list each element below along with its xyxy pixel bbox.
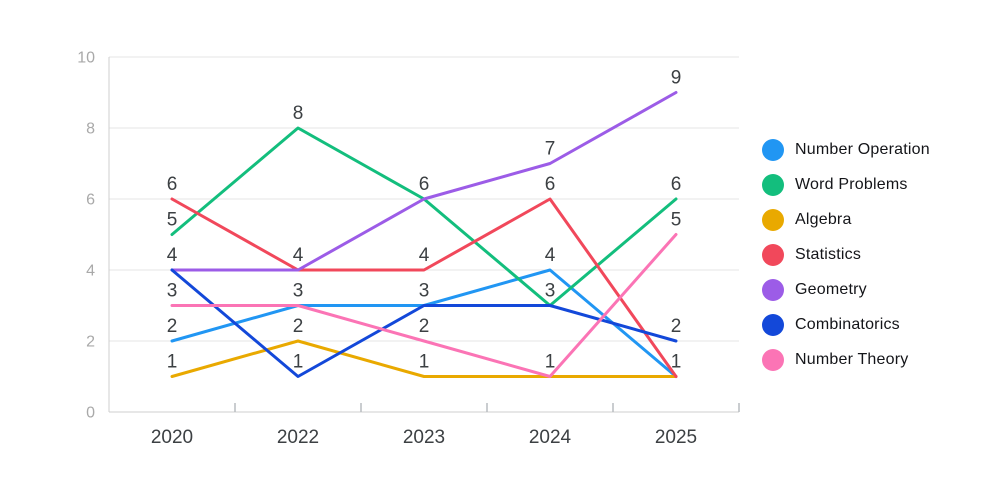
legend-label: Number Theory [795, 350, 909, 368]
legend-item-statistics: Statistics [762, 237, 930, 272]
legend-label: Algebra [795, 210, 852, 228]
point-label: 3 [293, 281, 304, 302]
point-label: 6 [419, 174, 430, 195]
point-label: 4 [419, 245, 430, 266]
legend-color-dot [762, 208, 784, 231]
x-tick-label: 2025 [655, 427, 697, 448]
legend-label: Statistics [795, 245, 862, 263]
series-line-statistics [170, 197, 678, 378]
legend-label: Geometry [795, 280, 867, 298]
point-label: 1 [545, 352, 556, 373]
point-label: 1 [419, 352, 430, 373]
y-tick-label: 4 [86, 263, 95, 280]
point-label: 4 [293, 245, 304, 266]
legend-color-dot [762, 138, 784, 161]
legend-color-dot [762, 313, 784, 336]
point-label: 3 [419, 281, 430, 302]
point-label: 1 [671, 352, 682, 373]
point-label: 5 [167, 210, 178, 231]
point-label: 4 [545, 245, 556, 266]
point-label: 3 [167, 281, 178, 302]
point-label: 2 [167, 316, 178, 337]
series-line-number-theory [170, 233, 678, 378]
y-tick-label: 8 [86, 121, 95, 138]
legend-item-algebra: Algebra [762, 202, 930, 237]
point-label: 6 [167, 174, 178, 195]
series-line-word-problems [170, 126, 678, 307]
series-line-algebra [170, 339, 678, 378]
point-label: 8 [293, 103, 304, 124]
series-line-combinatorics [170, 268, 678, 378]
legend-label: Word Problems [795, 175, 908, 193]
legend-item-geometry: Geometry [762, 272, 930, 307]
legend-color-dot [762, 348, 784, 371]
point-label: 1 [293, 352, 304, 373]
legend-item-word-problems: Word Problems [762, 167, 930, 202]
point-label: 6 [545, 174, 556, 195]
x-tick-label: 2023 [403, 427, 445, 448]
x-tick-label: 2024 [529, 427, 572, 448]
y-tick-label: 10 [77, 50, 95, 67]
y-tick-label: 6 [86, 192, 95, 209]
y-tick-label: 2 [86, 334, 95, 351]
point-label: 9 [671, 68, 682, 89]
point-label: 5 [671, 210, 682, 231]
point-label: 2 [293, 316, 304, 337]
legend-color-dot [762, 243, 784, 266]
x-tick-label: 2020 [151, 427, 193, 448]
point-label: 2 [671, 316, 682, 337]
x-tick-label: 2022 [277, 427, 319, 448]
legend-label: Combinatorics [795, 315, 900, 333]
point-label: 1 [167, 352, 178, 373]
point-label: 7 [545, 139, 556, 160]
legend-item-number-operation: Number Operation [762, 132, 930, 167]
series-line-geometry [170, 91, 678, 272]
point-label: 6 [671, 174, 682, 195]
point-label: 2 [419, 316, 430, 337]
legend-color-dot [762, 173, 784, 196]
legend-color-dot [762, 278, 784, 301]
legend-item-combinatorics: Combinatorics [762, 307, 930, 342]
legend-label: Number Operation [795, 140, 930, 158]
y-tick-label: 0 [86, 405, 95, 422]
point-label: 3 [545, 281, 556, 302]
chart-legend: Number Operation Word Problems Algebra S… [762, 132, 930, 377]
legend-item-number-theory: Number Theory [762, 342, 930, 377]
point-label: 4 [167, 245, 178, 266]
